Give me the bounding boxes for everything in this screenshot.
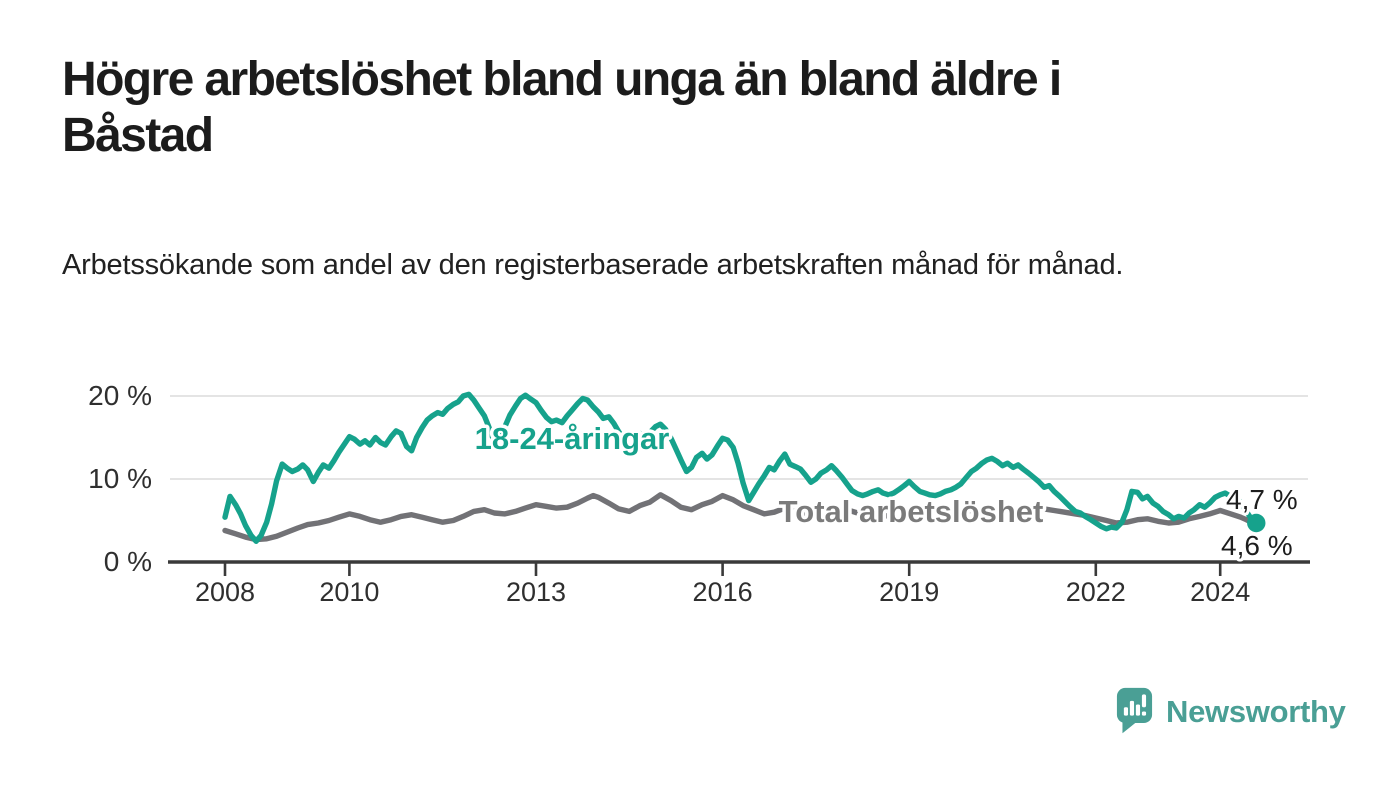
series-line-1: [222, 391, 1260, 544]
series-line-0: [222, 492, 1260, 543]
y-tick-label: 20 %: [88, 380, 152, 411]
series-end-dot-1: [1247, 513, 1266, 533]
x-tick-label: 2008: [195, 577, 255, 607]
series-label-1: 18-24-åringar: [475, 421, 670, 456]
end-value-label-1: 4,6 %: [1221, 530, 1293, 561]
chart-subtitle: Arbetssökande som andel av den registerb…: [62, 249, 1124, 281]
newsworthy-logo-icon: [1116, 687, 1153, 734]
chart-title: Högre arbetslöshet bland unga än bland ä…: [62, 53, 1062, 162]
x-tick-label: 2024: [1190, 577, 1250, 607]
x-tick-label: 2016: [693, 577, 753, 607]
y-tick-label: 10 %: [88, 463, 152, 494]
newsworthy-logo: Newsworthy: [1116, 686, 1346, 736]
x-tick-label: 2010: [319, 577, 379, 607]
x-tick-label: 2013: [506, 577, 566, 607]
newsworthy-brand-text: Newsworthy: [1166, 693, 1346, 729]
x-tick-label: 2019: [879, 577, 939, 607]
end-value-label-0: 4,7 %: [1226, 484, 1298, 515]
x-tick-label: 2022: [1066, 577, 1126, 607]
series-label-0: Total arbetslöshet: [779, 494, 1044, 529]
y-tick-label: 0 %: [104, 546, 152, 577]
